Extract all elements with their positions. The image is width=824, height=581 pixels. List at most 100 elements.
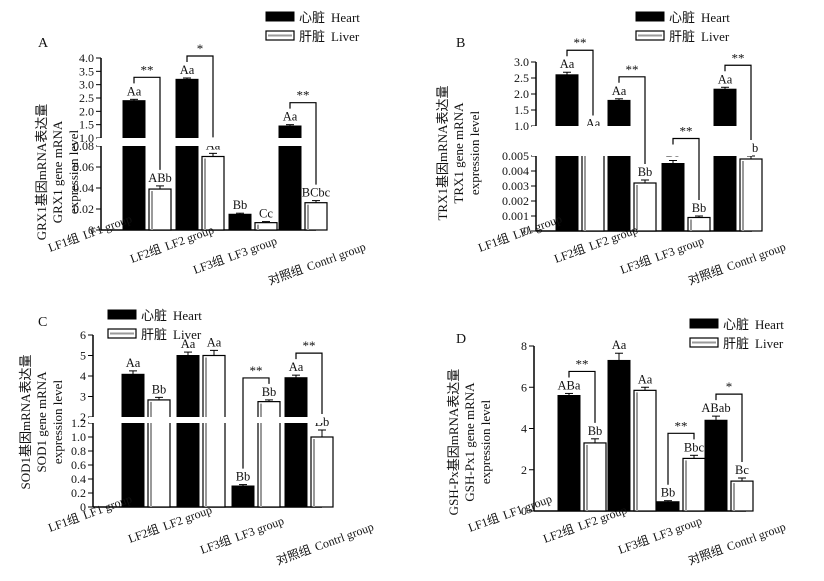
significance-bracket xyxy=(568,370,596,423)
data-label: Aa xyxy=(180,63,195,77)
legend-entry: 肝脏 Liver xyxy=(299,29,360,44)
y-tick-label: 0.04 xyxy=(73,181,94,195)
category-label: 对照组Contrl group xyxy=(274,520,375,568)
legend-swatch-heart xyxy=(107,309,137,320)
data-label: Bc xyxy=(735,463,749,477)
y-axis-label-en-2: expression level xyxy=(50,380,65,465)
bar-heart xyxy=(704,419,728,512)
category-label-en: LF1 group xyxy=(81,212,134,243)
y-tick-label: 0.001 xyxy=(502,209,529,223)
significance-bracket xyxy=(618,76,646,164)
category-label-cn: LF2组 xyxy=(541,522,576,546)
category-label-cn: 对照组 xyxy=(266,262,305,287)
y-tick-label: 0.6 xyxy=(71,458,86,472)
legend-entry: 心脏 Heart xyxy=(723,317,784,332)
data-label: ABa xyxy=(558,378,581,392)
legend-label-en: Heart xyxy=(331,10,360,25)
y-tick-label: 2 xyxy=(80,410,86,424)
significance-bracket xyxy=(242,377,270,469)
y-axis-label-cn: GRX1基因mRNA表达量 xyxy=(34,104,49,241)
data-label: Bbc xyxy=(684,440,705,454)
y-tick-label: 3.0 xyxy=(514,55,529,69)
y-tick-label: 2.0 xyxy=(79,104,94,118)
data-label: Aa xyxy=(283,110,298,124)
data-label: ABab xyxy=(701,401,730,415)
category-label-en: LF3 group xyxy=(226,234,279,265)
category-label-cn: LF1组 xyxy=(46,231,81,255)
data-label: Aa xyxy=(718,72,733,86)
data-label: Aa xyxy=(612,338,627,352)
category-label: LF1组LF1 group xyxy=(46,492,133,535)
y-tick-label: 3.0 xyxy=(79,78,94,92)
data-label: Aa xyxy=(289,360,304,374)
legend-label-cn: 心脏 xyxy=(669,10,695,25)
y-tick-label: 4 xyxy=(80,369,86,383)
y-axis-label-en-2: expression level xyxy=(66,130,81,215)
category-label-cn: LF3组 xyxy=(618,253,653,277)
data-label: Bb xyxy=(588,424,603,438)
category-label-cn: LF2组 xyxy=(126,522,161,546)
y-tick-label: 0 xyxy=(523,224,529,238)
y-axis-label-en-2: expression level xyxy=(467,111,482,196)
bar-heart xyxy=(228,213,252,231)
category-label-cn: LF2组 xyxy=(552,242,587,266)
category-label: LF1组LF1 group xyxy=(466,492,553,535)
legend-label-en: Liver xyxy=(755,336,784,351)
significance-bracket xyxy=(289,102,317,185)
data-label: Bb xyxy=(236,470,251,484)
y-tick-label: 0.8 xyxy=(71,444,86,458)
significance-bracket xyxy=(295,352,323,414)
y-tick-label: 0.2 xyxy=(71,486,86,500)
category-label-en: Contrl group xyxy=(305,240,368,274)
category-label-cn: LF1组 xyxy=(466,511,501,535)
y-tick-label: 0.003 xyxy=(502,179,529,193)
data-label: Aa xyxy=(612,84,627,98)
y-axis-label-en: GSH-Px1 gene mRNA xyxy=(462,382,477,502)
legend-label-en: Liver xyxy=(331,29,360,44)
data-label: Aa xyxy=(126,356,141,370)
y-axis-label-cn: GSH-Px基因mRNA表达量 xyxy=(446,369,461,516)
axis-break xyxy=(89,417,322,423)
legend-label-cn: 肝脏 xyxy=(669,29,695,44)
y-tick-label: 2 xyxy=(521,463,527,477)
y-tick-label: 0.06 xyxy=(73,160,94,174)
significance-bracket xyxy=(715,393,743,462)
y-tick-label: 8 xyxy=(521,339,527,353)
bar-heart xyxy=(557,395,581,512)
legend-label-en: Heart xyxy=(173,308,202,323)
significance-mark: ** xyxy=(250,363,263,378)
legend-label-cn: 心脏 xyxy=(299,10,325,25)
legend-swatch-heart xyxy=(689,318,719,329)
category-label: LF3组LF3 group xyxy=(616,514,703,557)
legend-entry: 肝脏 Liver xyxy=(141,327,202,342)
significance-mark: ** xyxy=(732,50,745,65)
legend-label-cn: 心脏 xyxy=(141,308,167,323)
bar-heart xyxy=(121,373,145,508)
y-tick-label: 4.0 xyxy=(79,51,94,65)
significance-bracket xyxy=(672,137,700,200)
legend-label-en: Liver xyxy=(701,29,730,44)
y-tick-label: 6 xyxy=(80,328,86,342)
y-axis-label-cn: TRX1基因mRNA表达量 xyxy=(435,85,450,220)
category-label-cn: LF3组 xyxy=(198,533,233,557)
bar-heart xyxy=(231,485,255,508)
bar-heart xyxy=(175,78,199,231)
y-tick-label: 2.0 xyxy=(514,87,529,101)
category-label-cn: LF3组 xyxy=(191,253,226,277)
panel-label: B xyxy=(456,36,465,51)
y-tick-label: 6 xyxy=(521,380,527,394)
bar-heart xyxy=(607,359,631,512)
y-tick-label: 1.2 xyxy=(71,416,86,430)
y-tick-label: 5 xyxy=(80,349,86,363)
y-axis-label-en-2: expression level xyxy=(478,400,493,485)
bar-heart xyxy=(713,88,737,232)
bar-heart xyxy=(284,377,308,508)
category-label-cn: LF1组 xyxy=(476,231,511,255)
category-label: LF3组LF3 group xyxy=(191,234,278,277)
y-tick-label: 4 xyxy=(521,422,527,436)
bar-heart xyxy=(607,99,631,232)
data-label: Aa xyxy=(127,84,142,98)
y-tick-label: 3.5 xyxy=(79,64,94,78)
data-label: Bb xyxy=(661,486,676,500)
